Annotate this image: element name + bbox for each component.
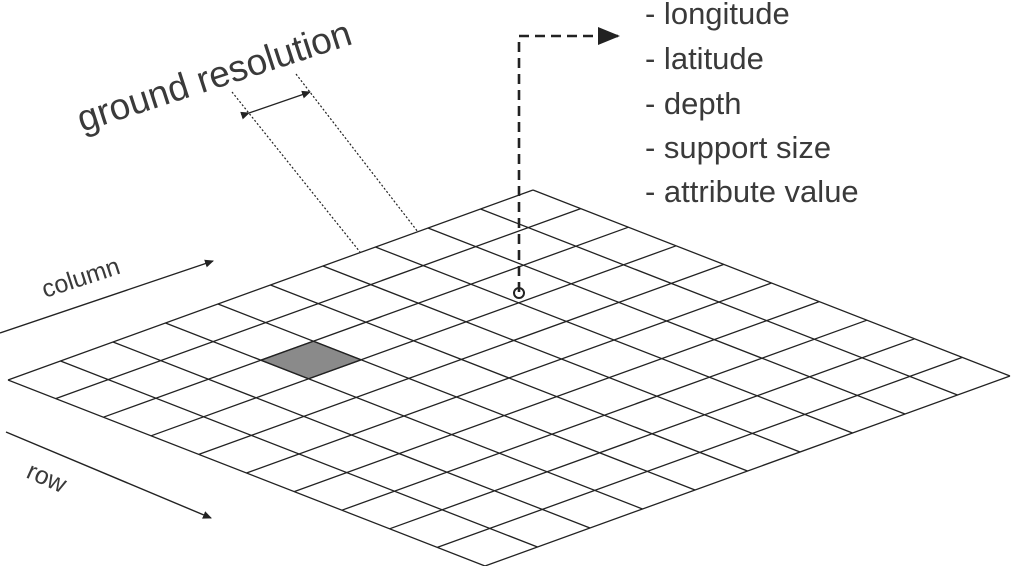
grid-line-row-7 [341,319,868,511]
resolution-guide-left [231,91,361,253]
grid-line-row-2 [103,226,629,418]
grid-line-row-6 [293,300,820,493]
grid-line-row-1 [55,207,581,400]
attribute-latitude: - latitude [645,41,764,76]
row-arrow [5,431,212,519]
grid-line-row-8 [389,338,915,530]
raster-grid [7,189,1011,566]
resolution-double-arrow [240,90,311,120]
column-arrow [0,259,214,334]
attribute-depth: - depth [645,86,742,121]
attribute-support-size: - support size [645,130,831,165]
row-label: row [23,457,72,499]
highlighted-cell [258,340,364,380]
resolution-guide-right [295,73,419,233]
grid-line-row-9 [437,356,963,549]
cell-center-point [513,287,525,299]
grid-line-row-10 [484,375,1011,566]
attribute-leader-line [517,27,620,292]
ground-resolution-label: ground resolution [72,12,357,139]
attribute-longitude: - longitude [645,0,790,31]
grid-line-row-0 [7,189,534,381]
grid-line-row-5 [246,282,772,474]
grid-line-row-3 [150,245,677,437]
grid-line-row-4 [198,263,725,456]
attribute-value: - attribute value [645,174,859,209]
